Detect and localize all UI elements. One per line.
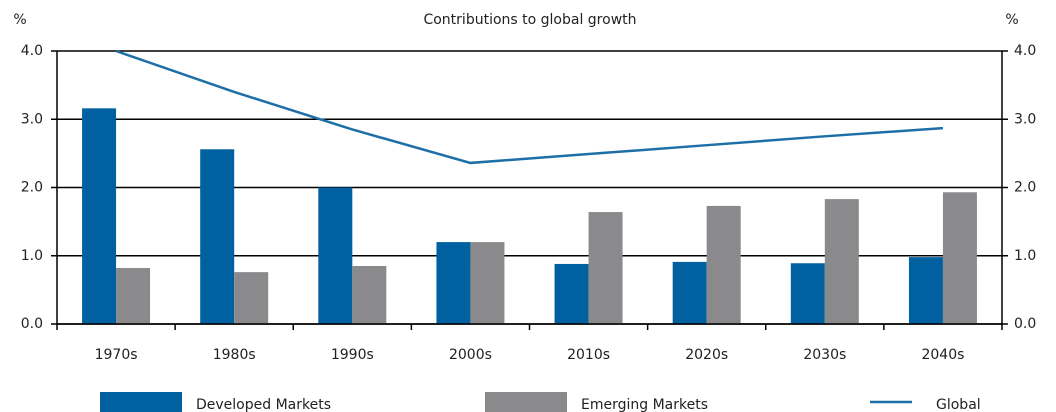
y2-axis-label: % — [1005, 12, 1018, 28]
bar — [790, 263, 825, 324]
y-tick-label: 1.0 — [21, 248, 43, 264]
bar — [672, 261, 707, 324]
y2-tick-label: 1.0 — [1014, 248, 1036, 264]
bar — [554, 263, 589, 324]
bar — [470, 242, 505, 324]
x-tick-label: 1980s — [213, 347, 256, 363]
bar — [116, 268, 151, 324]
y-tick-label: 3.0 — [21, 111, 43, 127]
y-tick-label: 2.0 — [21, 180, 43, 196]
x-tick-label: 1990s — [331, 347, 374, 363]
y2-tick-label: 2.0 — [1014, 180, 1036, 196]
bar — [82, 108, 117, 324]
bar — [588, 212, 623, 324]
x-tick-label: 2020s — [685, 347, 728, 363]
bar — [942, 192, 977, 324]
legend-label: Emerging Markets — [581, 397, 708, 412]
bar — [908, 257, 943, 324]
y2-tick-label: 3.0 — [1014, 111, 1036, 127]
bar — [200, 149, 235, 324]
line-series — [115, 49, 944, 165]
bar — [436, 242, 471, 324]
y-tick-label: 4.0 — [21, 43, 43, 59]
legend-swatch — [100, 392, 182, 412]
bar — [706, 205, 741, 324]
x-tick-label: 2030s — [803, 347, 846, 363]
legend-label: Developed Markets — [196, 397, 331, 412]
y-tick-label: 0.0 — [21, 316, 43, 332]
bar — [824, 199, 859, 324]
bar — [352, 265, 387, 324]
x-tick-label: 1970s — [95, 347, 138, 363]
bar — [234, 272, 269, 324]
legend-swatch — [485, 392, 567, 412]
bar — [318, 187, 353, 324]
chart-title: Contributions to global growth — [423, 12, 636, 28]
y-axis-label: % — [13, 12, 26, 28]
y2-tick-label: 4.0 — [1014, 43, 1036, 59]
legend-label: Global — [936, 397, 981, 412]
x-tick-label: 2040s — [921, 347, 964, 363]
x-tick-label: 2000s — [449, 347, 492, 363]
x-tick-label: 2010s — [567, 347, 610, 363]
y2-tick-label: 0.0 — [1014, 316, 1036, 332]
